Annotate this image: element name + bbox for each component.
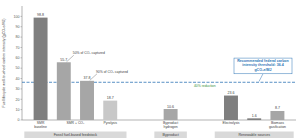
- data-label: 98.8: [37, 13, 44, 17]
- data-label: 8.7: [275, 106, 280, 110]
- bar: [34, 18, 48, 120]
- y-tick: [21, 120, 23, 121]
- y-tick-label: 0: [18, 118, 20, 122]
- bar: [164, 109, 178, 120]
- y-tick-label: 40: [16, 77, 20, 81]
- y-tick-label: 100: [14, 15, 20, 19]
- bar: [270, 111, 284, 120]
- bar: [247, 118, 261, 120]
- y-tick-label: 10: [16, 108, 20, 112]
- y-tick: [21, 99, 23, 100]
- category-label: SMR + CO₂: [67, 121, 85, 125]
- data-label: 37.8: [84, 76, 91, 80]
- group-label: Byproduct: [163, 133, 179, 137]
- y-tick: [21, 47, 23, 48]
- bar: [224, 96, 238, 120]
- category-label: Byproducthydrogen: [163, 121, 178, 129]
- category-label: Pyrolysis: [103, 121, 117, 125]
- y-tick-label: 20: [16, 98, 20, 102]
- data-label: 18.7: [107, 96, 114, 100]
- group-label: Renewable sources: [238, 133, 270, 137]
- bar: [103, 101, 117, 120]
- bar-note: 90% of CO₂ captured: [96, 70, 128, 74]
- y-tick: [21, 88, 23, 89]
- y-axis-line: [22, 6, 23, 120]
- data-label: 55.7: [60, 58, 67, 62]
- y-tick-label: 80: [16, 35, 20, 39]
- callout-arrow: [259, 74, 263, 82]
- y-tick: [21, 57, 23, 58]
- group-band: [154, 132, 187, 139]
- callout-text: Recommended federal carbonintensity thre…: [237, 59, 289, 72]
- bar: [80, 81, 94, 120]
- chart: Fuel lifecycle well-to-wheel carbon inte…: [0, 0, 300, 139]
- y-tick: [21, 78, 23, 79]
- y-tick-label: 30: [16, 87, 20, 91]
- y-tick-label: 50: [16, 66, 20, 70]
- category-label: SMRbaseline: [34, 121, 47, 129]
- y-tick: [21, 16, 23, 17]
- data-label: 10.6: [167, 105, 174, 109]
- y-tick-label: 90: [16, 25, 20, 29]
- group-label: Fossil fuel-based feedstock: [54, 133, 98, 137]
- y-tick: [21, 68, 23, 69]
- note-arrow: [90, 74, 97, 81]
- data-label: 1.6: [252, 114, 257, 118]
- data-label: 23.6: [227, 91, 234, 95]
- callout-box: [234, 58, 292, 74]
- y-tick-label: 60: [16, 56, 20, 60]
- category-label: Biomassgasification: [269, 121, 286, 129]
- note-arrow: [67, 55, 74, 62]
- y-axis-title: Fuel lifecycle well-to-wheel carbon inte…: [2, 19, 6, 108]
- bar-note: 50% of CO₂ captured: [73, 51, 105, 55]
- threshold-note: 40% reduction: [194, 84, 216, 88]
- y-tick: [21, 37, 23, 38]
- category-label: Electrolysis: [222, 121, 239, 125]
- y-tick-label: 70: [16, 46, 20, 50]
- y-tick: [21, 26, 23, 27]
- group-band: [215, 132, 294, 139]
- bar: [57, 62, 71, 120]
- bars: [22, 18, 296, 120]
- y-tick: [21, 109, 23, 110]
- group-band: [24, 132, 126, 139]
